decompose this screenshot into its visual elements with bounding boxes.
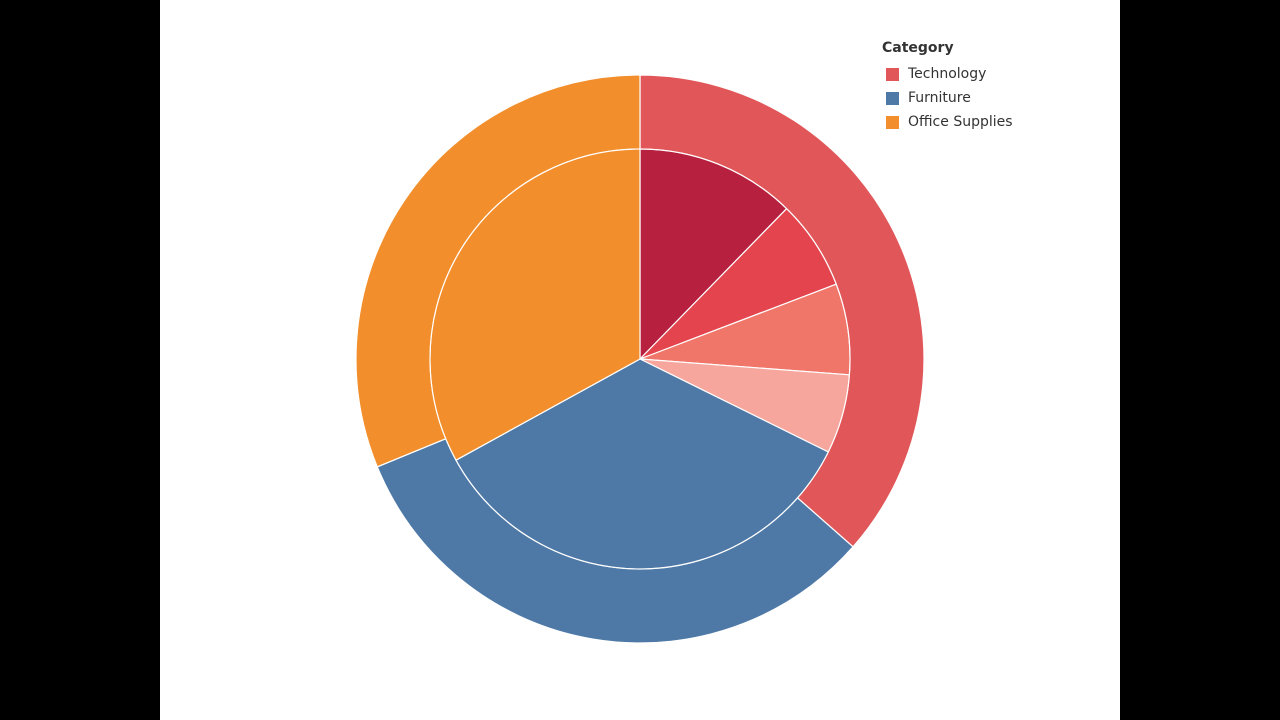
inner-pie: [429, 148, 851, 570]
chart-frame: Category Technology Furniture Office Suppl…: [160, 0, 1120, 720]
legend-item-office-supplies[interactable]: Office Supplies: [882, 110, 1013, 134]
legend-label: Office Supplies: [908, 114, 1013, 130]
legend-label: Technology: [908, 66, 987, 82]
legend-swatch: [886, 91, 899, 105]
legend-items: Technology Furniture Office Supplies: [882, 62, 1013, 134]
legend: Category Technology Furniture Office Suppl…: [882, 38, 1013, 134]
legend-item-furniture[interactable]: Furniture: [882, 86, 1013, 110]
pie-chart: [355, 74, 925, 644]
legend-label: Furniture: [908, 90, 971, 106]
legend-item-technology[interactable]: Technology: [882, 62, 1013, 86]
inner-outline: [429, 148, 851, 570]
legend-swatch: [886, 115, 899, 129]
legend-swatch: [886, 67, 899, 81]
legend-title: Category: [882, 40, 954, 56]
